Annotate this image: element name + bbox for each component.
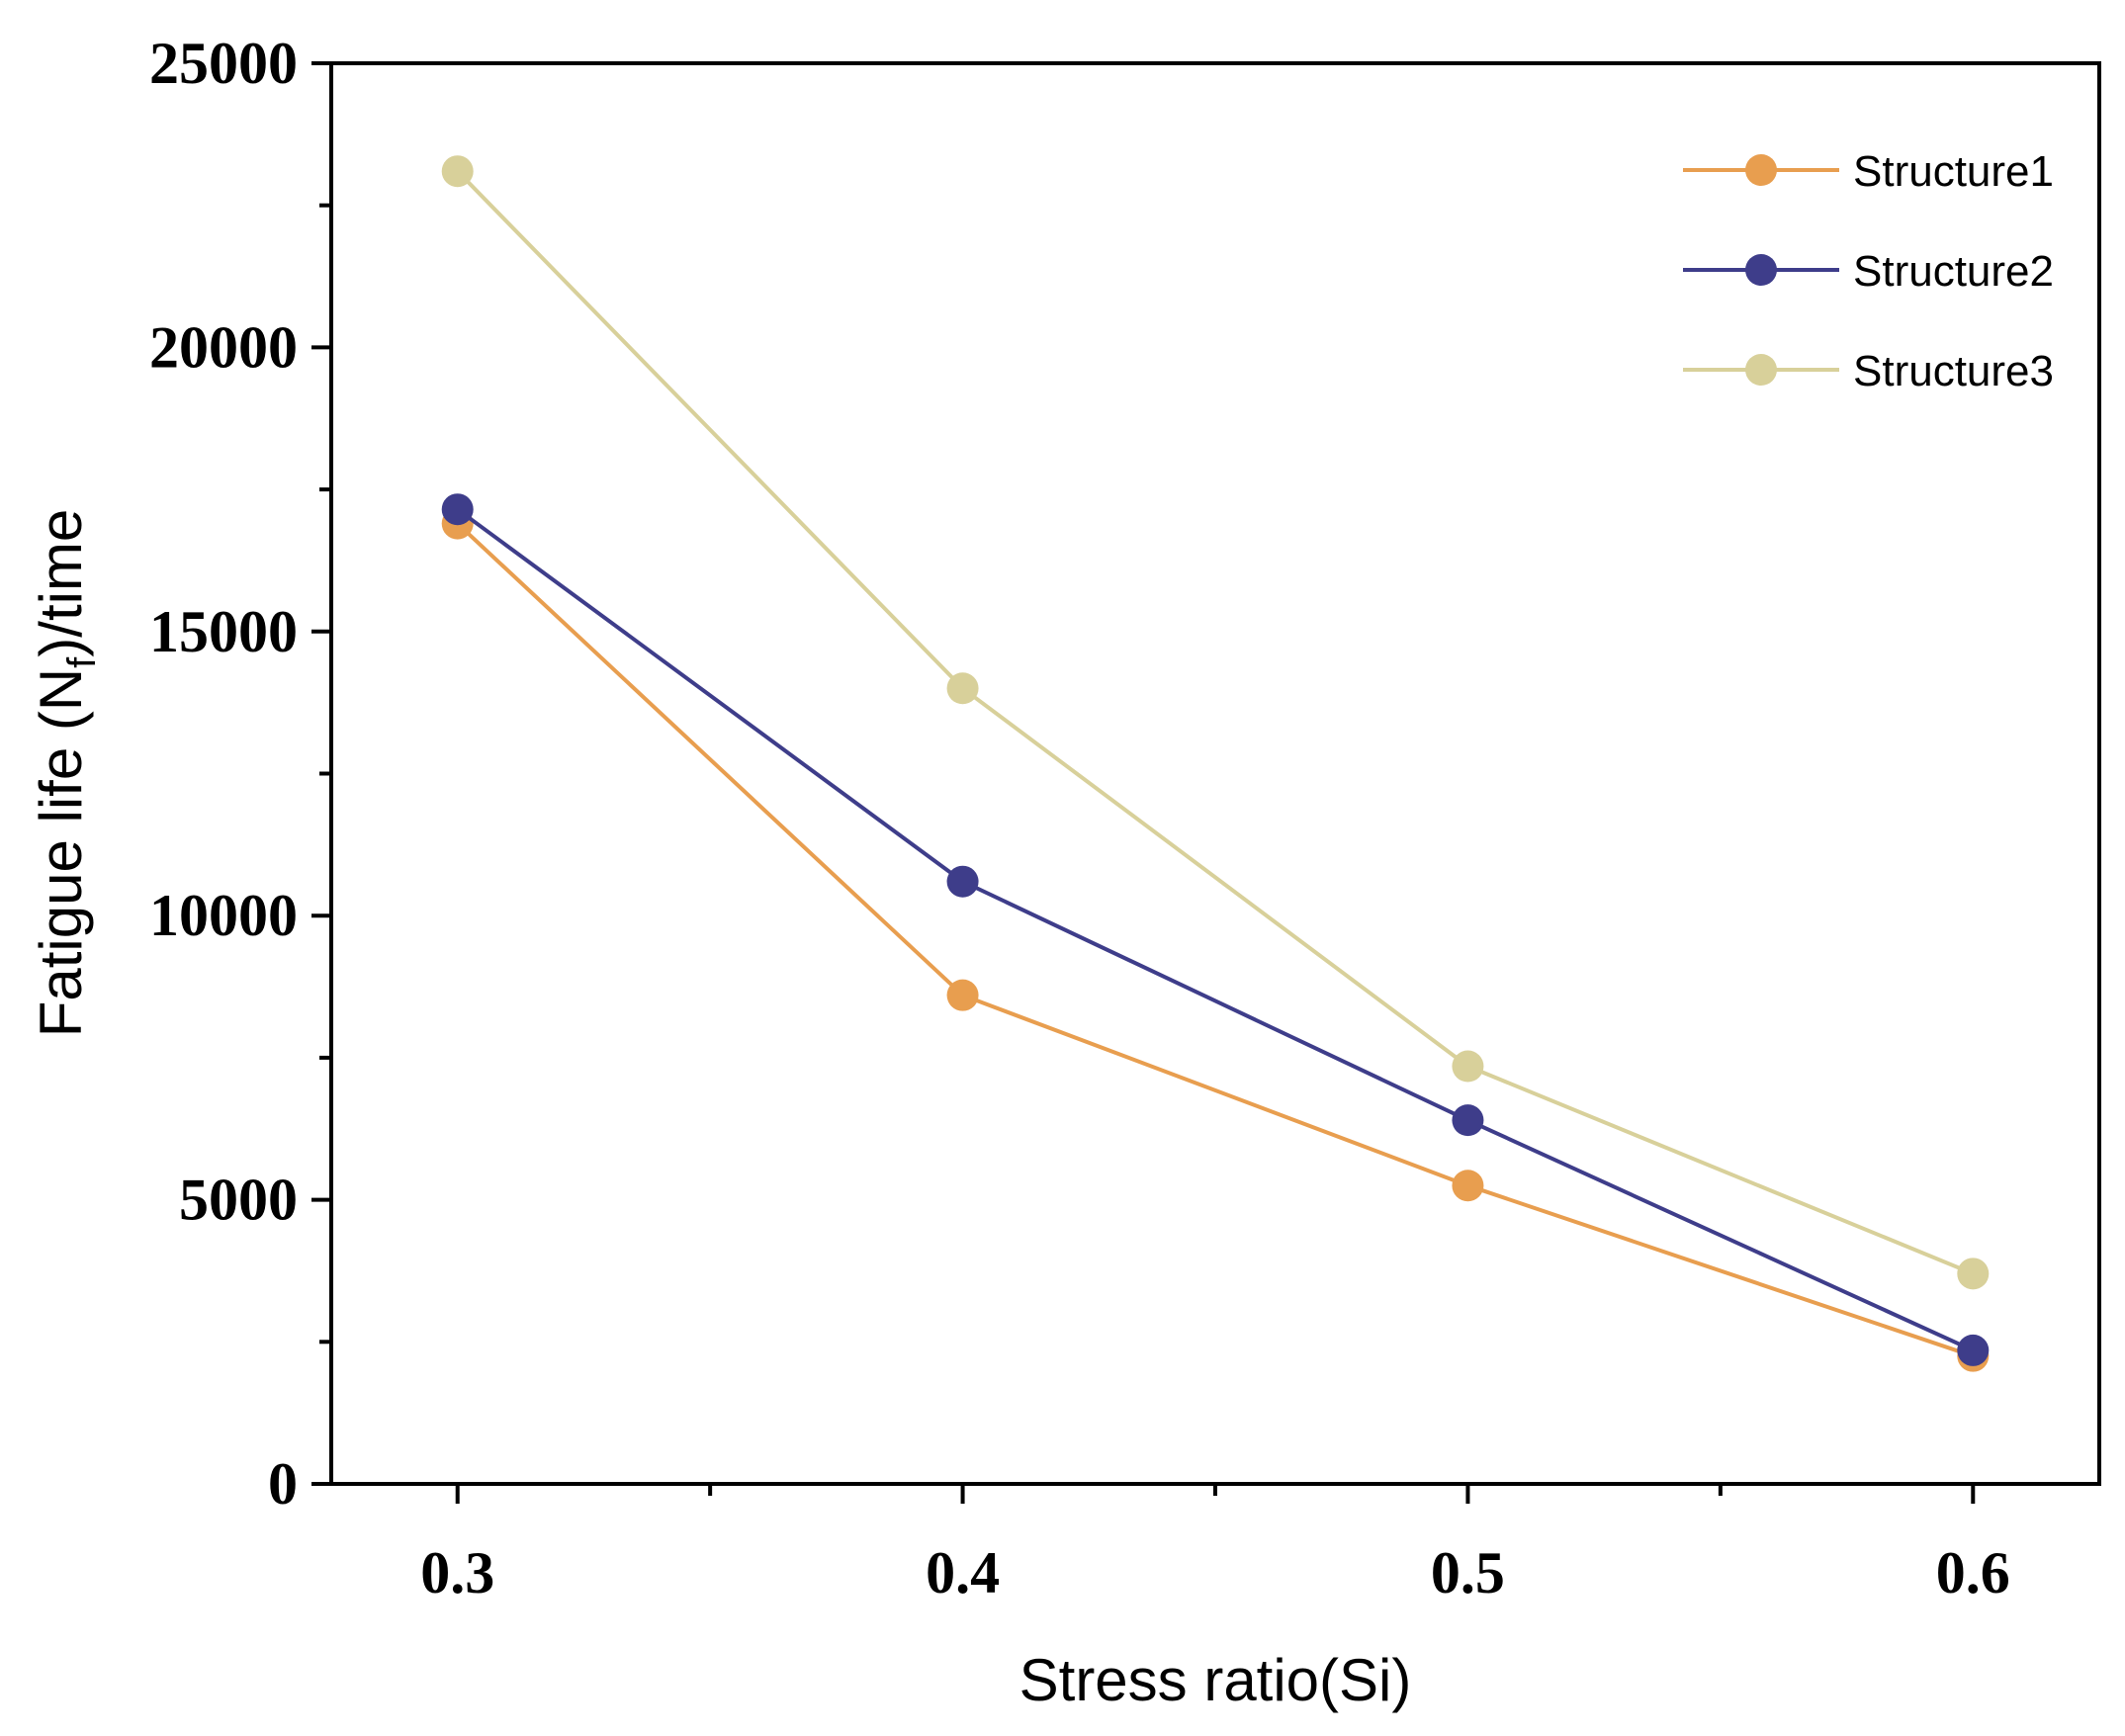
y-tick-label: 10000 bbox=[149, 883, 298, 948]
legend-label: Structure2 bbox=[1853, 247, 2054, 296]
x-tick-label: 0.5 bbox=[1431, 1540, 1505, 1606]
data-point bbox=[1452, 1170, 1484, 1202]
series-line-structure1 bbox=[456, 522, 1974, 1358]
y-axis-title-main: Fatigue life (N bbox=[28, 668, 94, 1037]
data-point bbox=[946, 672, 979, 705]
data-point bbox=[1452, 1104, 1484, 1137]
series-line-structure3 bbox=[456, 169, 1975, 1276]
y-tick-label: 5000 bbox=[179, 1168, 298, 1233]
y-tick-label: 20000 bbox=[149, 314, 298, 380]
x-tick-label: 0.4 bbox=[926, 1540, 1000, 1606]
series-line-structure2 bbox=[456, 507, 1975, 1352]
legend-marker bbox=[1745, 154, 1777, 186]
data-point bbox=[946, 865, 979, 898]
y-tick-label: 15000 bbox=[149, 599, 298, 664]
x-tick-label: 0.6 bbox=[1936, 1540, 2010, 1606]
legend-label: Structure3 bbox=[1853, 347, 2054, 395]
x-axis-ticks: 0.3 0.4 0.5 0.6 bbox=[420, 1484, 2010, 1606]
y-tick-label: 25000 bbox=[149, 31, 298, 96]
data-point bbox=[441, 155, 474, 188]
x-axis-title: Stress ratio(Si) bbox=[1019, 1647, 1412, 1713]
y-axis-title-subscript: f bbox=[60, 656, 104, 668]
plot-frame bbox=[329, 61, 2101, 1486]
data-point bbox=[1957, 1334, 1990, 1366]
data-point bbox=[1452, 1050, 1484, 1083]
y-axis-title-suffix: )/time bbox=[28, 509, 94, 657]
y-tick-label: 0 bbox=[268, 1451, 298, 1517]
legend-marker bbox=[1745, 354, 1777, 386]
legend-marker bbox=[1745, 254, 1777, 286]
series-layer bbox=[441, 155, 1990, 1372]
y-axis-ticks: 0 5000 10000 15000 20000 25000 bbox=[149, 31, 331, 1517]
y-axis-title: Fatigue life (Nf)/time bbox=[28, 509, 104, 1038]
legend-label: Structure1 bbox=[1853, 147, 2054, 196]
data-point bbox=[441, 493, 474, 526]
data-point bbox=[946, 979, 979, 1011]
x-tick-label: 0.3 bbox=[420, 1540, 494, 1606]
legend: Structure1 Structure2 Structure3 bbox=[1683, 147, 2054, 395]
data-point bbox=[1957, 1258, 1990, 1290]
